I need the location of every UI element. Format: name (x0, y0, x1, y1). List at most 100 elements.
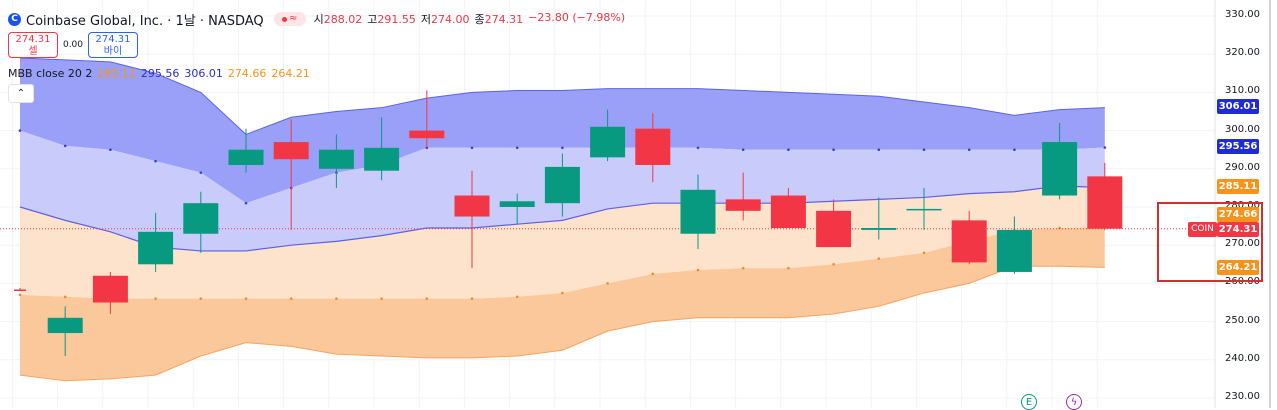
status-dot-icon (281, 16, 287, 22)
upper-mid-dot (1103, 146, 1107, 149)
candle-body (318, 149, 354, 169)
upper-mid-dot (63, 144, 67, 148)
indicator-basis-value: 285.11 (97, 67, 136, 80)
upper-mid-dot (1013, 148, 1016, 151)
ohlc-readout: 시288.02 고291.55 저274.00 종274.31 −23.80 (… (313, 11, 626, 26)
collapse-legend-button[interactable]: ⌃ (8, 84, 34, 103)
upper-mid-dot (515, 146, 519, 150)
sell-button[interactable]: 274.31 셀 (8, 32, 58, 58)
candle-body (725, 199, 761, 211)
lower-mid-dot (289, 297, 293, 300)
last-price-label: 274.31 (1217, 222, 1259, 237)
lower-mid-dot (832, 263, 835, 266)
y-tick-label: 240.00 (1225, 352, 1260, 364)
lower-mid-dot (18, 293, 22, 297)
candle-body (861, 228, 897, 230)
candle-body (273, 142, 309, 160)
axis-background (1215, 0, 1277, 408)
upper-mid-dot (877, 148, 881, 151)
indicator-name: MBB close 20 2 (8, 67, 93, 80)
upper-mid-dot (696, 146, 700, 150)
candle-body (770, 195, 806, 229)
upper-mid-dot (199, 171, 203, 174)
candle-body (951, 220, 987, 263)
lower-mid-dot (696, 268, 700, 272)
candle-body (138, 231, 174, 265)
y-tick-label: 280.00 (1225, 200, 1260, 211)
upper-mid-dot (18, 129, 22, 132)
upper-mid-dot (154, 159, 157, 163)
upper-mid-dot (967, 148, 971, 151)
lower-mid-dot (515, 295, 519, 299)
spread-value: 0.00 (62, 40, 84, 50)
lower-mid-dot (470, 297, 474, 300)
indicator-upper-mid-value: 295.56 (140, 67, 180, 80)
basis-label: 285.11 (1217, 179, 1259, 194)
buy-button[interactable]: 274.31 바이 (88, 32, 138, 58)
candle-body (996, 229, 1032, 272)
lower-mid-dot (1058, 226, 1061, 230)
upper-mid-dot (244, 201, 248, 205)
lower-mid-dot (425, 297, 429, 300)
y-tick-label: 320.00 (1225, 47, 1260, 59)
y-tick-label: 290.00 (1225, 161, 1260, 173)
trade-panel: 274.31 셀 0.00 274.31 바이 (8, 32, 138, 58)
candle-body (92, 275, 128, 303)
y-tick-label: 230.00 (1225, 391, 1260, 402)
coinbase-logo-icon: C (8, 12, 21, 26)
upper-band-label: 306.01 (1217, 99, 1259, 114)
y-tick-label: 270.00 (1225, 238, 1260, 250)
lower-mid-dot (63, 295, 67, 299)
candle-body (1087, 176, 1123, 229)
lower-mid-label: 274.66 (1217, 207, 1259, 222)
candle-body (228, 149, 264, 165)
candle-body (544, 166, 580, 204)
y-tick-label: 250.00 (1225, 314, 1260, 326)
candle-body (409, 130, 445, 139)
lower-mid-dot (922, 251, 926, 255)
candle-body (680, 189, 716, 234)
candle-body (454, 195, 490, 217)
lower-band-line (19, 265, 1105, 382)
upper-mid-label: 295.56 (1217, 139, 1259, 154)
lower-mid-dot (606, 282, 609, 285)
lower-mid-dot (651, 272, 655, 276)
highlight-box (1157, 202, 1263, 282)
earnings-icon[interactable]: E (1021, 394, 1037, 410)
y-tick-label: 310.00 (1225, 85, 1260, 97)
candle-body (47, 317, 83, 334)
indicator-legend[interactable]: MBB close 20 2 285.11 295.56 306.01 274.… (8, 67, 310, 80)
candle-body (1042, 142, 1078, 196)
upper-mid-dot (741, 148, 745, 151)
lower-mid-dot (199, 297, 203, 300)
lower-mid-dot (154, 297, 157, 300)
upper-mid-dot (561, 146, 564, 150)
candle-body (364, 147, 400, 171)
candle-body (499, 201, 535, 207)
candle-body (183, 203, 219, 234)
equals-icon: ≈ (288, 13, 298, 24)
market-status-badge[interactable]: ≈ (273, 12, 306, 26)
lower-band-fill (20, 227, 1105, 381)
lower-mid-dot (877, 257, 881, 260)
y-tick-label: 330.00 (1225, 9, 1260, 20)
upper-mid-dot (787, 148, 790, 151)
indicator-lower-mid-value: 274.66 (227, 67, 267, 80)
lower-mid-dot (380, 297, 383, 300)
candle-body (14, 289, 26, 292)
lower-mid-dot (335, 297, 338, 300)
symbol-title[interactable]: Coinbase Global, Inc. · 1날 · NASDAQ (26, 13, 264, 29)
indicator-lower-value: 264.21 (271, 67, 310, 80)
candle-body (816, 210, 852, 248)
candle-body (906, 208, 942, 211)
lower-mid-dot (244, 297, 248, 300)
lower-band-label: 264.21 (1217, 260, 1259, 275)
upper-mid-dot (109, 148, 112, 151)
upper-mid-dot (832, 148, 835, 151)
upper-mid-dot (470, 146, 474, 150)
candle-body (635, 128, 671, 165)
lower-mid-dot (787, 266, 790, 270)
symbol-price-tag: COIN (1188, 222, 1217, 237)
indicator-upper-value: 306.01 (184, 67, 223, 80)
